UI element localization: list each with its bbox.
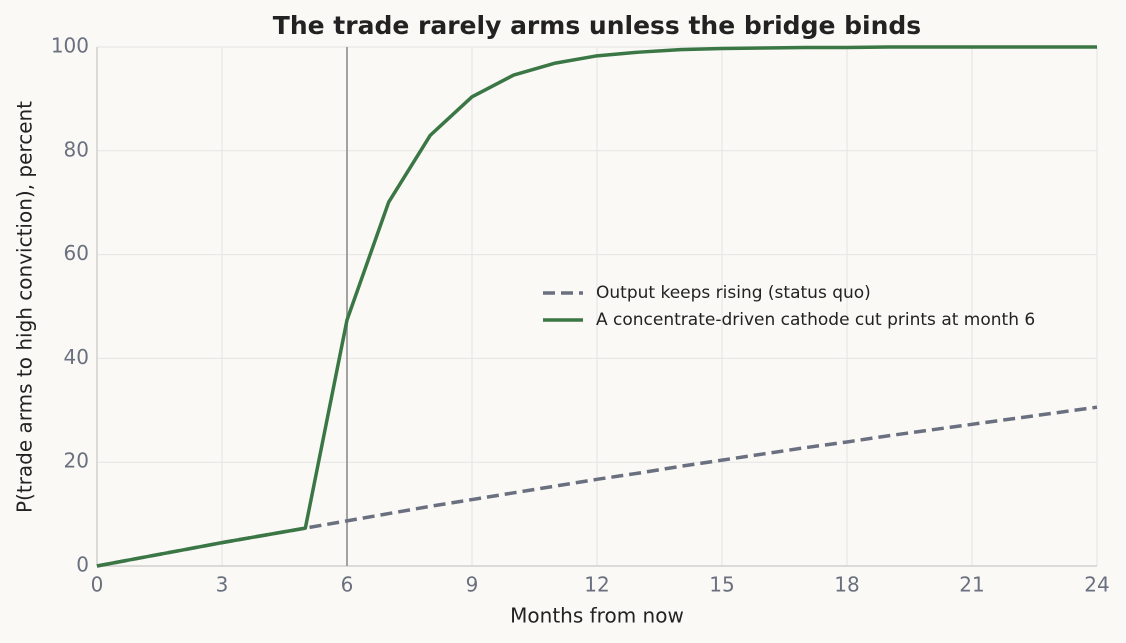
x-tick-label: 12 [584, 573, 609, 597]
x-tick-label: 21 [959, 573, 984, 597]
x-tick-label: 24 [1084, 573, 1109, 597]
x-axis-label: Months from now [510, 604, 684, 628]
y-tick-label: 40 [64, 345, 89, 369]
x-tick-label: 9 [466, 573, 479, 597]
y-tick-label: 20 [64, 449, 89, 473]
x-tick-label: 0 [91, 573, 104, 597]
x-tick-label: 3 [216, 573, 229, 597]
x-tick-label: 18 [834, 573, 859, 597]
y-axis-label: P(trade arms to high conviction), percen… [13, 101, 37, 513]
x-tick-label: 15 [709, 573, 734, 597]
series-line [96, 45, 1097, 568]
y-tick-label: 100 [51, 34, 89, 58]
y-tick-label: 0 [76, 553, 89, 577]
y-tick-label: 80 [64, 137, 89, 161]
legend-label: Output keeps rising (status quo) [596, 283, 871, 303]
legend-label: A concentrate-driven cathode cut prints … [596, 310, 1035, 330]
chart-title: The trade rarely arms unless the bridge … [273, 11, 921, 40]
y-tick-label: 60 [64, 241, 89, 265]
x-tick-label: 6 [341, 573, 354, 597]
